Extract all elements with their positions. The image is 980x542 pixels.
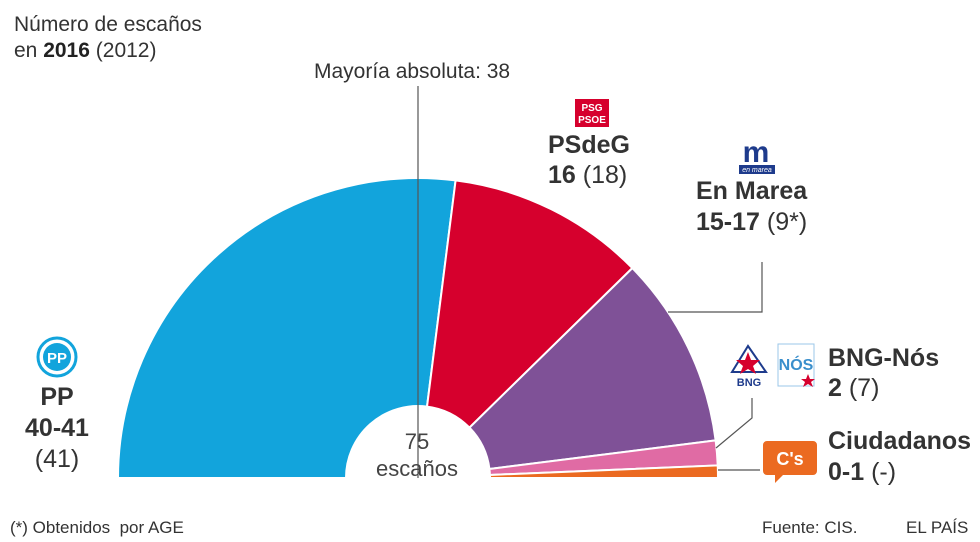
slice-psdeg <box>425 179 634 430</box>
ciudadanos-seats: 0-1 <box>828 458 865 486</box>
nos-logo-text: NÓS <box>779 355 814 374</box>
ciudadanos-label: Ciudadanos 0-1 (-) <box>828 426 971 488</box>
pp-prev: (41) <box>34 445 80 473</box>
en-marea-logo-text-2: en marea <box>742 167 772 174</box>
bng-name: BNG-Nós <box>828 344 940 372</box>
bng-prev: (7) <box>848 374 880 402</box>
en-marea-leader-line <box>668 262 763 313</box>
psoe-logo-icon: PSG PSOE <box>575 99 609 127</box>
psoe-logo-text-1: PSG <box>581 103 602 114</box>
en-marea-label: En Marea 15-17 (9*) <box>696 176 807 238</box>
bng-label: BNG-Nós 2 (7) <box>828 343 939 403</box>
ciudadanos-name: Ciudadanos <box>828 427 972 455</box>
en-marea-seats: 15-17 <box>696 208 760 236</box>
ciudadanos-logo-text: C's <box>776 449 803 469</box>
psdeg-prev: (18) <box>582 161 628 189</box>
majority-label: Mayoría absoluta: 38 <box>314 60 511 83</box>
psoe-logo-text-2: PSOE <box>578 115 606 126</box>
ciudadanos-logo-icon: C's <box>763 441 817 483</box>
footnote: (*) Obtenidos por AGE <box>10 518 184 537</box>
brand: EL PAÍS <box>906 518 969 537</box>
pp-name: PP <box>40 383 74 411</box>
psdeg-label: PSdeG 16 (18) <box>548 130 630 190</box>
ciudadanos-prev: (-) <box>871 458 897 486</box>
subtitle-line-2: en 2016 (2012) <box>14 38 202 64</box>
center-total: 75 <box>405 429 429 454</box>
center-unit: escaños <box>376 456 458 481</box>
bng-logo-text: BNG <box>737 377 761 389</box>
subtitle-year: 2016 <box>43 39 90 62</box>
subtitle-prefix: en <box>14 39 44 62</box>
pp-logo-text: PP <box>47 350 67 367</box>
bng-seats: 2 <box>828 374 842 402</box>
bng-leader-line <box>715 398 753 449</box>
slice-ciudadanos <box>488 464 720 479</box>
chart-subtitle: Número de escaños en 2016 (2012) <box>14 12 202 64</box>
en-marea-prev: (9*) <box>766 208 808 236</box>
en-marea-logo-text-1: m <box>743 136 770 169</box>
source: Fuente: CIS. <box>762 518 858 537</box>
slice-pp <box>116 177 457 479</box>
en-marea-name: En Marea <box>696 177 808 205</box>
subtitle-prev-year: (2012) <box>95 39 157 62</box>
psdeg-name: PSdeG <box>548 131 630 159</box>
en-marea-logo-icon: m en marea <box>739 136 775 174</box>
nos-logo-icon: NÓS <box>777 343 815 387</box>
slices-group <box>116 177 720 479</box>
slice-en-marea <box>468 266 717 471</box>
psdeg-seats: 16 <box>548 161 576 189</box>
subtitle-line-1: Número de escaños <box>14 13 202 36</box>
bng-logo-icon: BNG <box>730 344 768 389</box>
pp-logo-icon: PP <box>36 336 78 378</box>
pp-label: PP 40-41 (41) <box>14 382 100 475</box>
pp-seats: 40-41 <box>25 414 89 442</box>
